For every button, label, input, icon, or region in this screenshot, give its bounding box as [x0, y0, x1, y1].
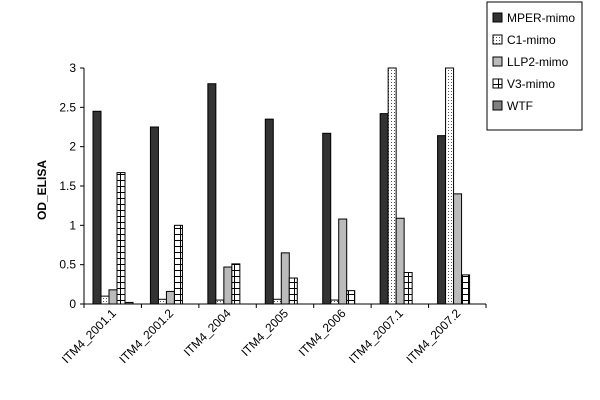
- y-tick-label: 1: [69, 218, 76, 232]
- bar-v3-mimo-2: [231, 263, 241, 305]
- bar-c1-mimo-4: [330, 299, 340, 305]
- bar-llp2-mimo-2: [223, 266, 233, 305]
- y-tick-label: 0.5: [59, 258, 76, 272]
- y-tick-label: 2: [69, 140, 76, 154]
- bar-v3-mimo-3: [288, 277, 298, 305]
- legend-label: C1-mimo: [507, 33, 556, 47]
- x-tick-label: ITM4_2004: [181, 306, 234, 359]
- x-tick-label: ITM4_2007.2: [404, 306, 464, 366]
- bar-llp2-mimo-0: [108, 289, 118, 305]
- bar-v3-mimo-6: [461, 274, 471, 305]
- y-axis-title: OD_ELISA: [35, 160, 49, 220]
- y-tick-label: 2.5: [59, 100, 76, 114]
- legend-swatch-c1-mimo: [492, 34, 503, 45]
- y-tick-label: 1.5: [59, 179, 76, 193]
- bar-c1-mimo-0: [100, 295, 110, 305]
- x-tick-label: ITM4_2005: [238, 306, 291, 359]
- bar-c1-mimo-1: [157, 298, 167, 305]
- legend-swatch-wtf: [492, 100, 503, 111]
- legend-label: LLP2-mimo: [507, 55, 569, 69]
- legend-label: MPER-mimo: [507, 11, 575, 25]
- x-tick-label: ITM4_2006: [296, 306, 349, 359]
- y-tick-label: 3: [69, 61, 76, 75]
- bar-v3-mimo-4: [346, 290, 356, 305]
- legend-swatch-llp2-mimo: [492, 56, 503, 67]
- bar-c1-mimo-2: [215, 299, 225, 305]
- bar-v3-mimo-1: [173, 224, 183, 305]
- legend-swatch-v3-mimo: [492, 78, 503, 89]
- x-tick-label: ITM4_2001.2: [116, 306, 176, 366]
- bar-llp2-mimo-6: [453, 193, 463, 305]
- bar-llp2-mimo-3: [280, 252, 290, 305]
- legend: MPER-mimo C1-mimo LLP2-mimo V3-mimo WTF: [486, 1, 583, 131]
- x-tick-label: ITM4_2001.1: [59, 306, 119, 366]
- bar-llp2-mimo-1: [165, 290, 175, 305]
- bar-llp2-mimo-4: [338, 218, 348, 305]
- legend-label: WTF: [507, 99, 533, 113]
- legend-swatch-mper-mimo: [492, 12, 503, 23]
- bar-llp2-mimo-5: [395, 217, 405, 305]
- bar-mper-mimo-6: [437, 135, 447, 305]
- bar-v3-mimo-5: [403, 272, 413, 305]
- bar-c1-mimo-6: [445, 67, 455, 305]
- bar-mper-mimo-5: [379, 113, 389, 305]
- bar-mper-mimo-3: [264, 118, 274, 305]
- y-tick-label: 0: [69, 297, 76, 311]
- bar-mper-mimo-0: [92, 110, 102, 305]
- legend-box: [486, 1, 583, 131]
- bar-c1-mimo-5: [387, 67, 397, 305]
- bar-mper-mimo-1: [149, 126, 159, 305]
- legend-label: V3-mimo: [507, 77, 555, 91]
- bar-c1-mimo-3: [272, 298, 282, 305]
- bar-mper-mimo-4: [322, 132, 332, 305]
- x-tick-label: ITM4_2007.1: [346, 306, 406, 366]
- bar-v3-mimo-0: [116, 172, 126, 305]
- bar-mper-mimo-2: [207, 83, 217, 305]
